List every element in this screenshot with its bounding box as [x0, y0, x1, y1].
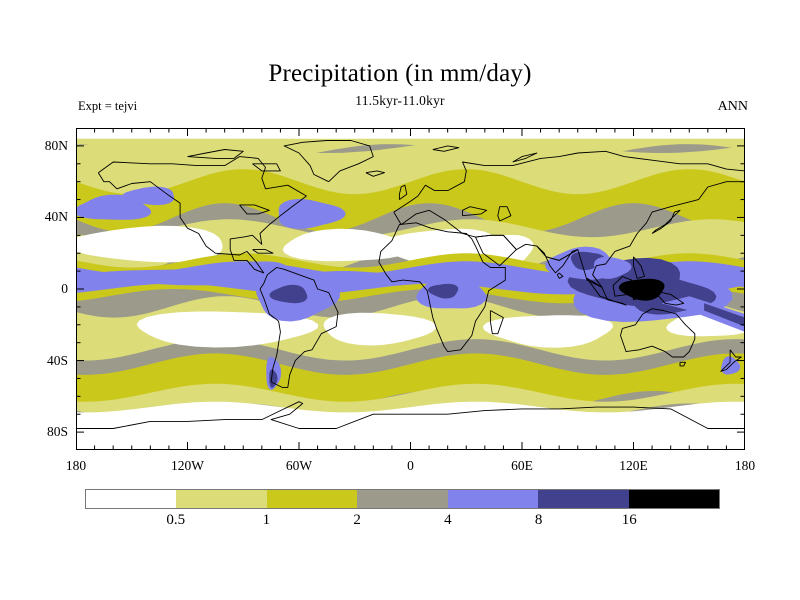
colorbar-label-16: 16 [621, 512, 637, 528]
colorbar-band-0 [86, 490, 177, 508]
coastline [187, 149, 244, 159]
contour-band [121, 186, 175, 206]
contour-band [482, 315, 614, 348]
contour-band [282, 228, 412, 262]
coastline [398, 184, 408, 200]
coastline [556, 272, 564, 279]
y-tick-80S: 80S [46, 424, 68, 440]
coastline [462, 206, 488, 217]
colorbar-band-3 [357, 490, 448, 508]
x-tick-5-120E: 120E [619, 458, 648, 473]
contour-band [269, 369, 278, 388]
coastline [489, 310, 504, 335]
colorbar-label-0.5: 0.5 [166, 512, 186, 528]
coastline [679, 361, 686, 367]
coastline [497, 206, 512, 222]
x-tick-6-180: 180 [734, 458, 756, 473]
x-tick-0-180: 180 [65, 458, 87, 473]
x-tick-3-0: 0 [407, 458, 414, 473]
coastline [720, 349, 742, 372]
coastline [633, 256, 646, 279]
colorbar-band-2 [266, 490, 358, 508]
coastline [512, 152, 538, 163]
colorbar-band-1 [176, 490, 267, 508]
contour-band [136, 311, 319, 348]
coastline [365, 170, 385, 177]
coastline [97, 156, 307, 274]
coastline [378, 222, 506, 353]
colorbar-label-1: 1 [262, 512, 271, 528]
coastline [76, 401, 745, 450]
coastline [393, 150, 745, 288]
colorbar-label-8: 8 [534, 512, 543, 528]
coastline [432, 145, 460, 152]
precipitation-contour-map [76, 128, 745, 450]
coastline [631, 284, 644, 301]
x-tick-2-60W: 60W [285, 458, 313, 473]
coastline [536, 245, 579, 274]
coastline [620, 308, 696, 358]
coastline [259, 267, 339, 388]
colorbar [85, 489, 720, 509]
coastline [651, 209, 681, 234]
figure-subtitle: 11.5kyr-11.0kyr [355, 93, 445, 108]
colorbar-label-4: 4 [444, 512, 452, 528]
experiment-label: Expt = tejvi [78, 99, 138, 113]
season-label: ANN [717, 99, 748, 114]
contour-band [428, 283, 459, 299]
y-tick-0: 0 [61, 281, 68, 296]
colorbar-band-6 [628, 490, 719, 508]
contour-band [704, 303, 745, 327]
coastline [586, 277, 627, 306]
colorbar-band-4 [447, 490, 539, 508]
coastline [252, 163, 281, 172]
contour-band [323, 312, 437, 346]
y-tick-40N: 40N [44, 209, 68, 225]
coastline [612, 276, 633, 297]
x-tick-4-60E: 60E [511, 458, 533, 473]
y-tick-80N: 80N [44, 137, 68, 153]
coastline [239, 204, 270, 215]
map-plot-area [76, 128, 745, 450]
coastline [283, 140, 374, 183]
y-tick-40S: 40S [46, 352, 68, 368]
coastline [252, 249, 274, 254]
contour-band [278, 199, 346, 229]
contour-band [269, 284, 308, 304]
contour-band [594, 256, 632, 279]
contour-band [76, 225, 223, 263]
x-tick-1-120W: 120W [171, 458, 204, 473]
colorbar-band-5 [538, 490, 629, 508]
contour-band [661, 296, 745, 332]
contour-band [76, 401, 745, 450]
coastline [653, 290, 685, 306]
contour-band [226, 261, 289, 287]
colorbar-label-2: 2 [353, 512, 361, 528]
page-title: Precipitation (in mm/day) [268, 60, 532, 87]
contour-band [76, 383, 745, 418]
